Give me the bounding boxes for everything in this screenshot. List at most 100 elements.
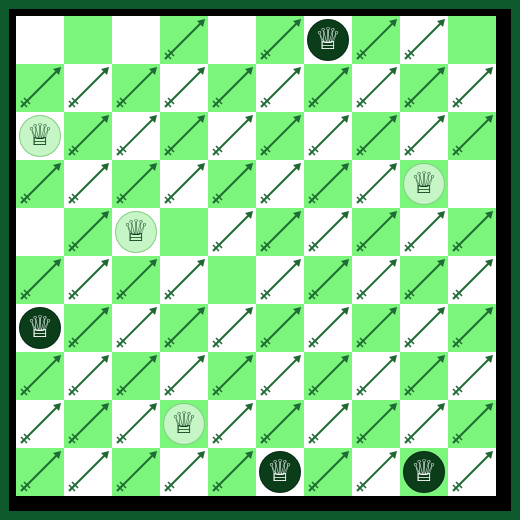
board-square[interactable] [352, 304, 400, 352]
board-square[interactable] [256, 160, 304, 208]
board-square[interactable] [64, 160, 112, 208]
board-square[interactable] [352, 208, 400, 256]
board-square[interactable] [448, 304, 496, 352]
board-square[interactable] [448, 352, 496, 400]
board-square[interactable] [16, 208, 64, 256]
board-square[interactable] [448, 64, 496, 112]
board-square[interactable] [160, 112, 208, 160]
board-square[interactable] [208, 256, 256, 304]
board-square[interactable] [448, 208, 496, 256]
queen-icon[interactable]: ♕ [403, 163, 445, 205]
board-square[interactable] [16, 256, 64, 304]
board-square[interactable] [400, 352, 448, 400]
board-square[interactable] [64, 64, 112, 112]
board-square[interactable] [304, 400, 352, 448]
queen-icon[interactable]: ♕ [307, 19, 349, 61]
board-square[interactable] [112, 448, 160, 496]
board-square[interactable] [64, 256, 112, 304]
board-square[interactable] [64, 16, 112, 64]
queen-icon[interactable]: ♕ [403, 451, 445, 493]
board-square[interactable] [16, 448, 64, 496]
board-square[interactable] [160, 352, 208, 400]
board-square[interactable] [304, 160, 352, 208]
board-square[interactable] [112, 400, 160, 448]
board-square[interactable] [352, 64, 400, 112]
board-square[interactable] [256, 64, 304, 112]
board-square[interactable] [160, 304, 208, 352]
board-square[interactable] [208, 400, 256, 448]
queen-icon[interactable]: ♕ [19, 307, 61, 349]
board-square[interactable] [400, 304, 448, 352]
board-square[interactable] [112, 160, 160, 208]
board-square[interactable] [448, 448, 496, 496]
board-square[interactable]: ♕ [160, 400, 208, 448]
board-square[interactable] [304, 112, 352, 160]
board-square[interactable] [160, 256, 208, 304]
board-square[interactable]: ♕ [304, 16, 352, 64]
board-square[interactable] [304, 352, 352, 400]
board-square[interactable] [256, 16, 304, 64]
board-square[interactable] [352, 112, 400, 160]
board-square[interactable] [400, 256, 448, 304]
board-square[interactable] [64, 400, 112, 448]
board-square[interactable] [64, 448, 112, 496]
board-square[interactable] [304, 448, 352, 496]
board-square[interactable] [160, 160, 208, 208]
board-square[interactable] [160, 64, 208, 112]
board-square[interactable] [208, 16, 256, 64]
board-square[interactable] [112, 16, 160, 64]
board-square[interactable] [64, 208, 112, 256]
board-square[interactable] [448, 112, 496, 160]
board-square[interactable] [208, 112, 256, 160]
game-board[interactable]: ♕ ♕ ♕ ♕ ♕ ♕ ♕ ♕ [16, 16, 496, 496]
board-square[interactable] [16, 16, 64, 64]
board-square[interactable] [160, 448, 208, 496]
board-square[interactable] [400, 208, 448, 256]
board-square[interactable] [112, 304, 160, 352]
board-square[interactable] [160, 16, 208, 64]
board-square[interactable] [208, 208, 256, 256]
board-square[interactable]: ♕ [400, 448, 448, 496]
board-square[interactable] [64, 352, 112, 400]
queen-icon[interactable]: ♕ [259, 451, 301, 493]
board-square[interactable] [16, 64, 64, 112]
board-square[interactable]: ♕ [112, 208, 160, 256]
board-square[interactable] [16, 400, 64, 448]
queen-icon[interactable]: ♕ [115, 211, 157, 253]
board-square[interactable] [256, 304, 304, 352]
board-square[interactable] [304, 256, 352, 304]
board-square[interactable] [352, 160, 400, 208]
board-square[interactable]: ♕ [400, 160, 448, 208]
board-square[interactable] [352, 448, 400, 496]
board-square[interactable] [400, 400, 448, 448]
board-square[interactable] [112, 112, 160, 160]
board-square[interactable] [352, 16, 400, 64]
queen-icon[interactable]: ♕ [19, 115, 61, 157]
board-square[interactable] [112, 64, 160, 112]
board-square[interactable] [208, 352, 256, 400]
board-square[interactable] [256, 256, 304, 304]
board-square[interactable] [352, 400, 400, 448]
board-square[interactable] [208, 448, 256, 496]
board-square[interactable]: ♕ [16, 304, 64, 352]
board-square[interactable] [304, 208, 352, 256]
board-square[interactable] [448, 160, 496, 208]
board-square[interactable] [112, 352, 160, 400]
board-square[interactable] [400, 16, 448, 64]
board-square[interactable]: ♕ [16, 112, 64, 160]
board-square[interactable] [400, 112, 448, 160]
board-square[interactable] [352, 256, 400, 304]
board-square[interactable] [256, 400, 304, 448]
board-square[interactable]: ♕ [256, 448, 304, 496]
board-square[interactable] [448, 400, 496, 448]
board-square[interactable] [160, 208, 208, 256]
board-square[interactable] [208, 160, 256, 208]
queen-icon[interactable]: ♕ [163, 403, 205, 445]
board-square[interactable] [304, 304, 352, 352]
board-square[interactable] [16, 352, 64, 400]
board-square[interactable] [448, 16, 496, 64]
board-square[interactable] [448, 256, 496, 304]
board-square[interactable] [64, 304, 112, 352]
board-square[interactable] [208, 304, 256, 352]
board-square[interactable] [304, 64, 352, 112]
